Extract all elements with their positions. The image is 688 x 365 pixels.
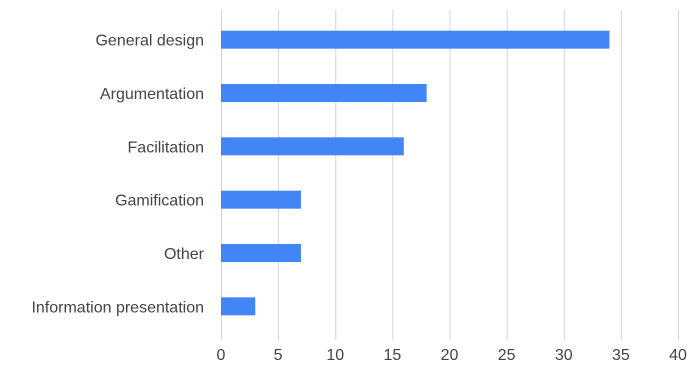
x-tick-label: 35: [612, 347, 630, 364]
category-label: Gamification: [115, 193, 204, 210]
bars: [221, 30, 610, 316]
category-label: Argumentation: [100, 86, 204, 103]
bar: [221, 84, 427, 102]
x-tick-label: 5: [274, 347, 283, 364]
x-tick-label: 10: [326, 347, 344, 364]
x-tick-label: 30: [555, 347, 573, 364]
x-tick-label: 15: [383, 347, 401, 364]
x-tick-label: 25: [498, 347, 516, 364]
bar: [221, 244, 301, 262]
x-axis-ticks: 0 5 10 15 20 25 30 35 40: [217, 347, 687, 364]
bar: [221, 190, 301, 209]
category-labels: General design Argumentation Facilitation G…: [31, 33, 204, 317]
category-label: Information presentation: [31, 299, 204, 316]
x-tick-label: 40: [669, 347, 687, 364]
bar: [221, 297, 256, 316]
category-label: General design: [95, 33, 204, 50]
category-label: Other: [164, 246, 205, 263]
gridlines: [221, 10, 679, 340]
x-tick-label: 20: [441, 347, 459, 364]
bar: [221, 30, 610, 49]
x-tick-label: 0: [217, 347, 226, 364]
bar: [221, 137, 404, 156]
category-label: Facilitation: [128, 139, 204, 156]
